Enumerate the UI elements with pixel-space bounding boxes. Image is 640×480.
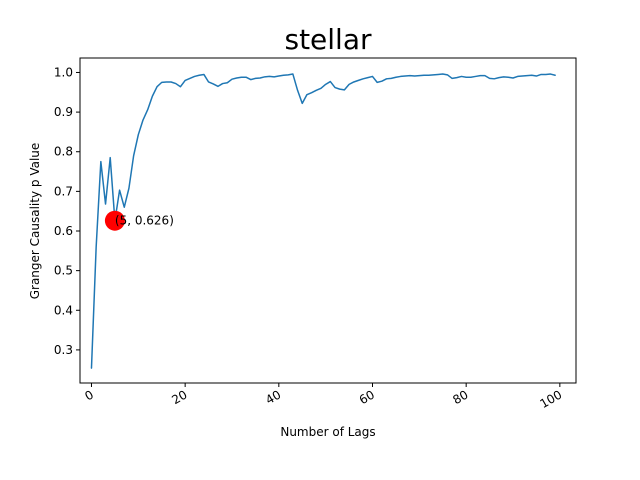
y-axis-ticks: 0.3 0.4 0.5 0.6 0.7 0.8 0.9 1.0	[54, 65, 80, 357]
y-tick-label: 0.5	[54, 264, 73, 278]
x-tick-label: 60	[357, 387, 377, 407]
plot-area: (5, 0.626)	[90, 73, 556, 369]
x-tick-label: 40	[263, 387, 283, 407]
highlight-label: (5, 0.626)	[115, 214, 174, 228]
x-axis-label: Number of Lags	[280, 425, 375, 439]
y-axis-label: Granger Causality p Value	[28, 143, 42, 300]
y-tick-label: 0.4	[54, 303, 73, 317]
x-tick-label: 80	[450, 387, 470, 407]
y-tick-label: 0.7	[54, 184, 73, 198]
y-tick-label: 0.8	[54, 145, 73, 159]
y-tick-label: 1.0	[54, 65, 73, 79]
series-line-0	[90, 73, 556, 369]
x-tick-label: 20	[169, 387, 189, 407]
highlight-marker	[104, 210, 125, 231]
y-tick-label: 0.6	[54, 224, 73, 238]
y-tick-label: 0.9	[54, 105, 73, 119]
chart-title: stellar	[284, 23, 372, 56]
y-tick-label: 0.3	[54, 343, 73, 357]
axes-frame	[79, 57, 577, 384]
